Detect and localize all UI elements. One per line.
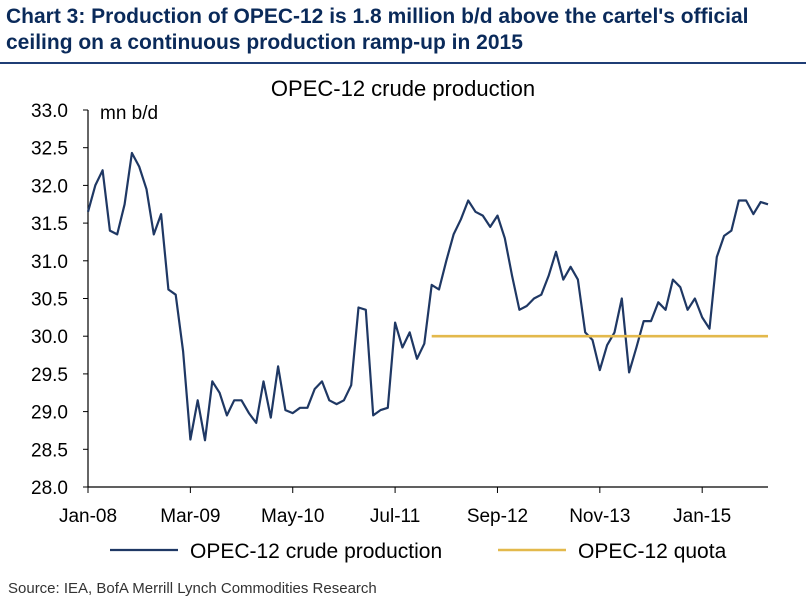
chart-title: OPEC-12 crude production	[270, 76, 536, 101]
x-tick-label: May-10	[261, 506, 324, 527]
y-tick-label: 30.0	[31, 327, 68, 348]
y-tick-label: 33.0	[31, 101, 68, 122]
legend-label: OPEC-12 crude production	[190, 540, 442, 563]
source-note: Source: IEA, BofA Merrill Lynch Commodit…	[8, 580, 377, 597]
production-series-line	[86, 151, 769, 442]
header-divider	[0, 62, 806, 64]
x-tick-label: Jan-08	[59, 506, 117, 527]
y-tick-label: 31.0	[31, 252, 68, 273]
x-tick-label: Jul-11	[370, 506, 420, 527]
y-tick-label: 28.5	[31, 440, 68, 461]
y-axis-unit-label: mn b/d	[100, 103, 159, 124]
legend-label: OPEC-12 quota	[578, 540, 727, 563]
x-tick-label: Mar-09	[160, 506, 220, 527]
y-tick-label: 31.5	[31, 214, 68, 235]
y-tick-label: 28.0	[31, 478, 68, 499]
x-tick-label: Jan-15	[673, 506, 731, 527]
x-tick-label: Nov-13	[569, 506, 630, 527]
y-tick-label: 30.5	[31, 290, 68, 311]
x-tick-label: Sep-12	[467, 506, 528, 527]
chart-header-title: Chart 3: Production of OPEC-12 is 1.8 mi…	[6, 5, 749, 54]
y-tick-label: 32.0	[31, 176, 68, 197]
y-tick-label: 32.5	[31, 139, 68, 160]
y-tick-label: 29.0	[31, 403, 68, 424]
y-tick-label: 29.5	[31, 365, 68, 386]
